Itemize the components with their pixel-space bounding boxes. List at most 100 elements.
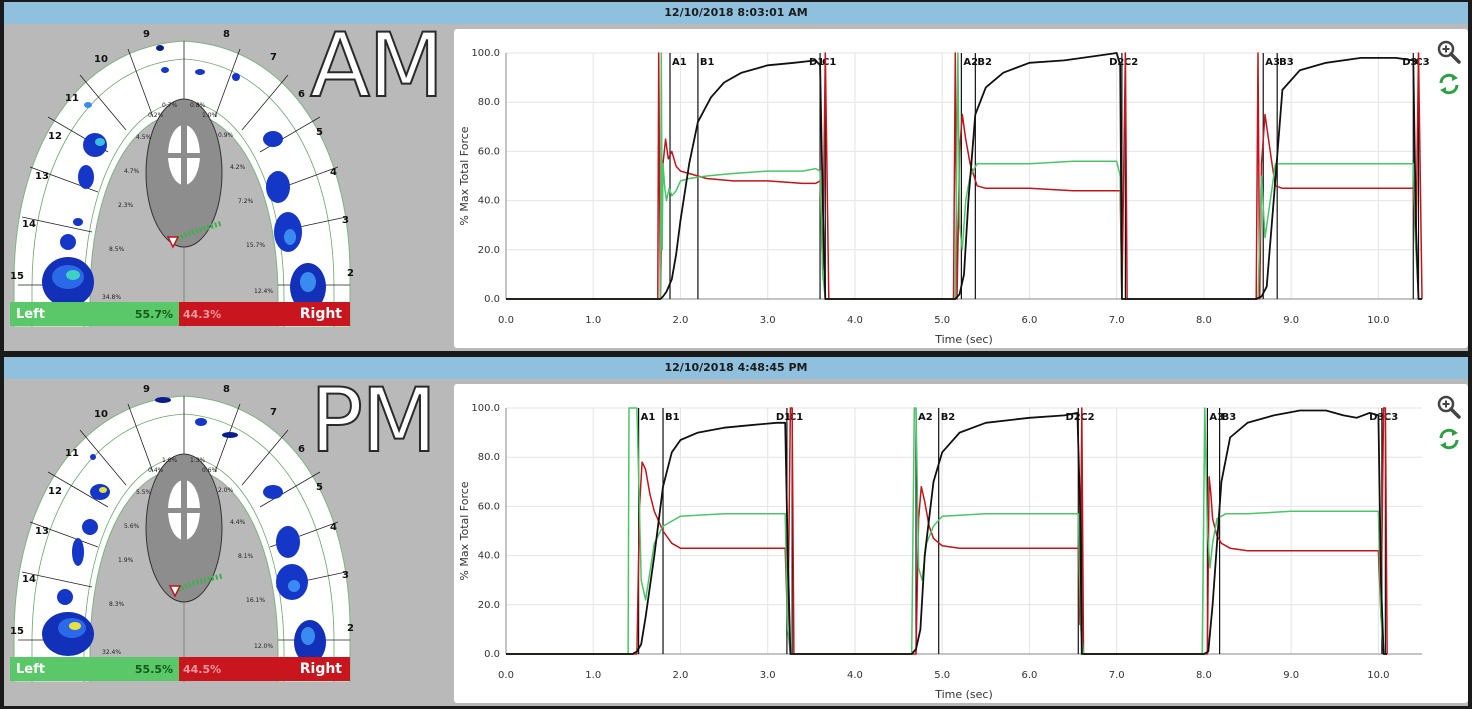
recording-panel-am: 12/10/2018 8:03:01 AM bbox=[4, 2, 1468, 351]
tooth-number: 3 bbox=[342, 570, 349, 581]
left-label: Left bbox=[16, 661, 45, 677]
right-percent: 44.3% bbox=[183, 307, 222, 321]
x-tick-label: 2.0 bbox=[673, 315, 689, 326]
tooth-number: 5 bbox=[316, 482, 323, 493]
x-tick-label: 5.0 bbox=[934, 315, 950, 326]
event-marker-label: C2 bbox=[1080, 412, 1094, 423]
right-label: Right bbox=[299, 306, 342, 322]
tooth-numbers: 9 8 10 7 11 6 12 5 13 4 14 3 15 2 bbox=[10, 384, 354, 637]
x-tick-label: 9.0 bbox=[1283, 670, 1299, 681]
tooth-number: 5 bbox=[316, 127, 323, 138]
region-pct: 0.7% bbox=[162, 102, 178, 109]
event-marker-label: B1 bbox=[665, 412, 680, 423]
left-label: Left bbox=[16, 306, 45, 322]
event-marker-label: B2 bbox=[941, 412, 956, 423]
tooth-number: 9 bbox=[143, 384, 150, 395]
zoom-in-icon[interactable] bbox=[1436, 394, 1462, 420]
region-pct: 8.3% bbox=[109, 601, 125, 608]
region-pct: 5.5% bbox=[136, 489, 152, 496]
session-label: AM bbox=[309, 14, 445, 117]
event-marker-label: A2 bbox=[918, 412, 933, 423]
tooth-number: 4 bbox=[330, 167, 337, 178]
region-pct: 0.2% bbox=[148, 112, 164, 119]
left-percent: 55.5% bbox=[134, 662, 173, 676]
region-pct: 2.3% bbox=[118, 202, 134, 209]
region-percentages: 0.7% 0.8% 0.2% 1.0% 4.5% 0.9% 4.7% 4.2% … bbox=[102, 102, 273, 301]
event-marker-label: D3 bbox=[1369, 412, 1384, 423]
event-marker-label: A3 bbox=[1209, 412, 1224, 423]
right-percent: 44.5% bbox=[183, 662, 222, 676]
tooth-number: 14 bbox=[22, 219, 36, 230]
tooth-number: 7 bbox=[270, 52, 277, 63]
region-pct: 12.4% bbox=[254, 288, 273, 295]
region-pct: 4.7% bbox=[124, 168, 140, 175]
dental-arch-map: 9 8 10 7 11 6 12 5 13 4 14 3 15 2 0.7% 0… bbox=[8, 27, 354, 327]
region-pct: 5.6% bbox=[124, 523, 140, 530]
event-marker-label: D3 bbox=[1402, 57, 1417, 68]
y-tick-label: 80.0 bbox=[478, 452, 500, 463]
right-balance: 44.5% Right bbox=[179, 657, 350, 681]
tooth-number: 2 bbox=[347, 623, 354, 634]
y-tick-label: 20.0 bbox=[478, 245, 500, 256]
refresh-icon[interactable] bbox=[1436, 71, 1462, 97]
x-axis-label: Time (sec) bbox=[934, 333, 993, 346]
tooth-number: 7 bbox=[270, 407, 277, 418]
event-marker-label: B1 bbox=[700, 57, 715, 68]
region-pct: 0.9% bbox=[218, 132, 234, 139]
tooth-number: 11 bbox=[65, 93, 79, 104]
force-chart-pm: 0.0 1.0 2.0 3.0 4.0 5.0 6.0 7.0 8.0 9.0 10.0 0.0 20.… bbox=[454, 384, 1468, 703]
x-tick-label: 6.0 bbox=[1021, 670, 1037, 681]
refresh-icon[interactable] bbox=[1436, 426, 1462, 452]
y-tick-label: 60.0 bbox=[478, 501, 500, 512]
event-marker-label: A3 bbox=[1265, 57, 1280, 68]
event-marker-label: B3 bbox=[1222, 412, 1237, 423]
event-marker-label: D2 bbox=[1066, 412, 1081, 423]
event-marker-label: C3 bbox=[1384, 412, 1398, 423]
region-pct: 1.0% bbox=[162, 457, 178, 464]
region-pct: 1.9% bbox=[118, 557, 134, 564]
series-line-total bbox=[506, 409, 1388, 655]
event-marker-label: A1 bbox=[641, 412, 656, 423]
tooth-number: 8 bbox=[223, 384, 230, 395]
tooth-number: 4 bbox=[330, 522, 337, 533]
left-right-balance-bar: Left 55.7% 44.3% Right bbox=[10, 302, 350, 326]
y-tick-label: 100.0 bbox=[471, 48, 500, 59]
event-marker-label: A2 bbox=[963, 57, 978, 68]
region-pct: 0.6% bbox=[202, 467, 218, 474]
left-percent: 55.7% bbox=[134, 307, 173, 321]
tooth-number: 10 bbox=[94, 54, 108, 65]
y-tick-label: 40.0 bbox=[478, 551, 500, 562]
timestamp-bar: 12/10/2018 4:48:45 PM bbox=[4, 357, 1468, 379]
y-tick-label: 40.0 bbox=[478, 196, 500, 207]
tooth-number: 14 bbox=[22, 574, 36, 585]
y-tick-label: 0.0 bbox=[484, 294, 500, 305]
region-pct: 0.8% bbox=[190, 102, 206, 109]
dental-arch-svg: 9 8 10 7 11 6 12 5 13 4 14 3 15 2 0.7% 0… bbox=[10, 29, 354, 327]
region-pct: 4.2% bbox=[230, 164, 246, 171]
x-tick-label: 8.0 bbox=[1196, 670, 1212, 681]
left-balance: Left 55.5% bbox=[10, 657, 179, 681]
chart-tools bbox=[1436, 39, 1464, 103]
x-tick-label: 2.0 bbox=[673, 670, 689, 681]
event-marker-label: B3 bbox=[1279, 57, 1294, 68]
x-tick-label: 5.0 bbox=[934, 670, 950, 681]
region-pct: 1.3% bbox=[190, 457, 206, 464]
region-percentages: 1.0% 1.3% 0.4% 0.6% 5.5% 2.0% 5.6% 4.4% … bbox=[102, 457, 273, 656]
y-tick-label: 60.0 bbox=[478, 146, 500, 157]
y-tick-label: 100.0 bbox=[471, 403, 500, 414]
tooth-number: 3 bbox=[342, 215, 349, 226]
region-pct: 16.1% bbox=[246, 597, 265, 604]
region-pct: 12.0% bbox=[254, 643, 273, 650]
region-pct: 2.0% bbox=[218, 487, 234, 494]
event-marker-label: B2 bbox=[977, 57, 992, 68]
x-tick-label: 7.0 bbox=[1109, 315, 1125, 326]
right-balance: 44.3% Right bbox=[179, 302, 350, 326]
x-tick-label: 9.0 bbox=[1283, 315, 1299, 326]
x-tick-label: 7.0 bbox=[1109, 670, 1125, 681]
event-marker-label: C2 bbox=[1124, 57, 1138, 68]
event-marker-label: D2 bbox=[1109, 57, 1124, 68]
zoom-in-icon[interactable] bbox=[1436, 39, 1462, 65]
event-marker-label: A1 bbox=[672, 57, 687, 68]
event-marker-label: C3 bbox=[1415, 57, 1429, 68]
tooth-number: 10 bbox=[94, 409, 108, 420]
